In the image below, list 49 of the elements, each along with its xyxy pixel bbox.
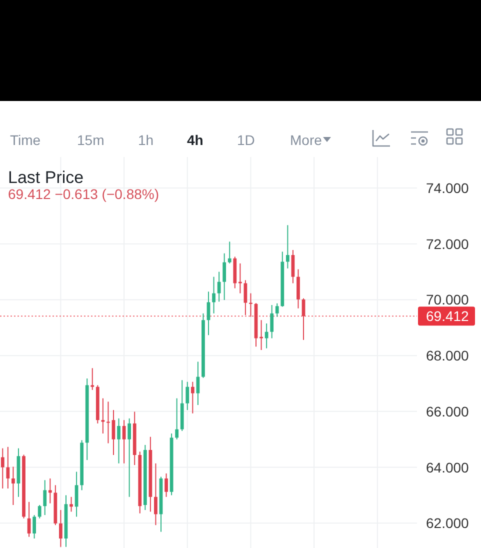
candlestick [244,280,248,316]
candlestick [128,418,132,498]
y-tick-label: 62.000 [426,515,470,532]
candlestick [270,304,274,339]
candlestick [264,322,268,349]
y-tick-label: 64.000 [426,459,470,476]
text: Time [10,132,41,148]
candlestick [186,381,190,411]
candlestick [59,510,62,548]
candlestick [48,478,52,504]
text: 4h [187,132,204,148]
candlestick [228,241,232,264]
candlestick [43,480,47,516]
candlestick [32,514,36,540]
text: 15m [77,132,104,148]
candlestick [12,466,15,506]
text: 69.412 −0.613 (−0.88%) [8,186,160,202]
text: 1h [138,132,154,148]
candlestick [249,292,252,318]
candlestick [222,252,226,300]
y-tick-label: 74.000 [426,180,470,196]
candlestick [275,302,279,318]
candlestick [296,268,300,309]
candlestick [106,401,110,444]
y-tick-label: 68.000 [426,348,470,364]
candlestick [164,472,168,498]
text: Last Price [8,168,84,187]
candlestick [212,276,216,314]
candlestick [101,398,105,434]
candlestick [291,250,295,284]
y-tick-label: 66.000 [426,403,470,420]
candlestick [0,448,4,490]
candlestick [70,496,73,512]
candlestick [38,504,42,519]
candlestick [286,224,290,269]
candlestick [117,418,120,464]
y-tick-label: 70.000 [426,292,470,308]
text: 1D [237,132,255,148]
y-tick-label: 72.000 [426,236,470,252]
candlestick [90,368,94,390]
candlestick [112,410,116,456]
candlestick [190,381,194,414]
candlestick [6,446,10,490]
ref-line-label: 69.412 [426,308,470,324]
candlestick [260,320,263,350]
candlestick [122,420,126,464]
candlestick [154,462,158,526]
text: More [290,132,322,148]
candlestick [175,398,179,440]
